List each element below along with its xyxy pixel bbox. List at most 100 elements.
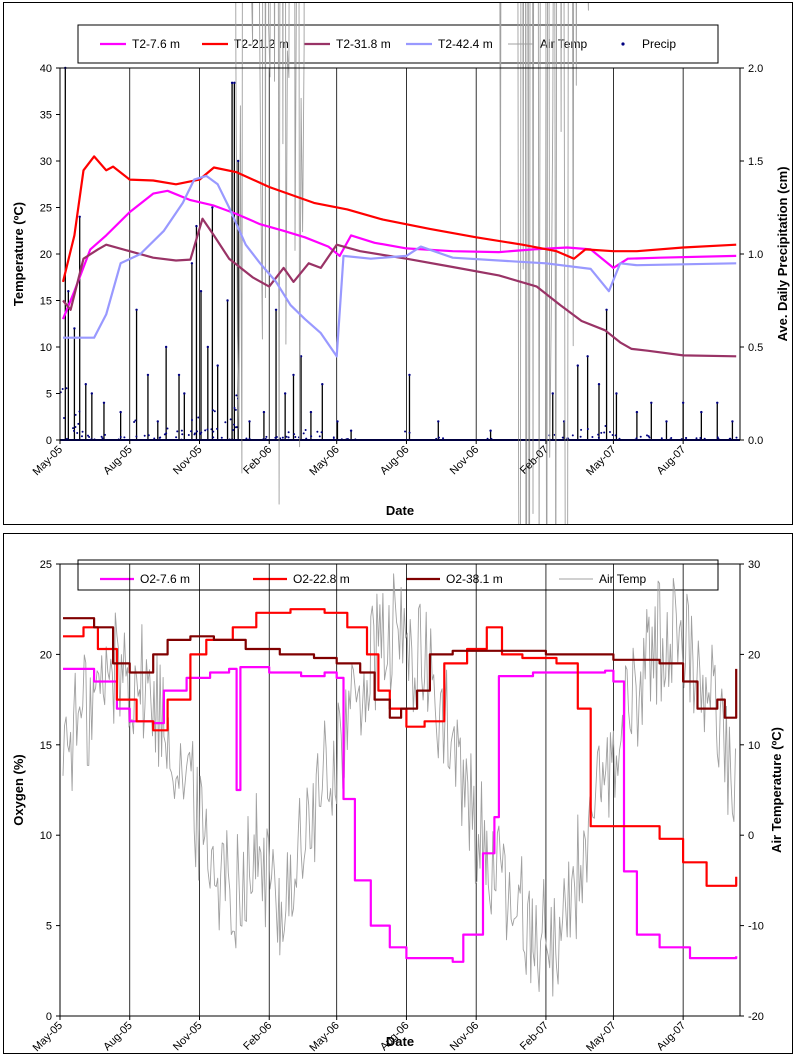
x-tick-label: Aug-07 bbox=[655, 444, 689, 478]
temperature-chart-panel: T2-7.6 m T2-21.2 m T2-31.8 m T2-42.4 m Air T… bbox=[3, 2, 793, 525]
precip-point bbox=[660, 437, 663, 440]
precip-point bbox=[156, 420, 159, 423]
x-tick-label: Aug-06 bbox=[378, 444, 412, 478]
precip-point bbox=[262, 410, 266, 414]
series-line-o2-38-1-m bbox=[63, 617, 738, 719]
y-tick-label: 40 bbox=[40, 63, 52, 75]
precip-point bbox=[489, 429, 492, 432]
precip-point bbox=[204, 429, 207, 432]
x-tick-label: Feb-07 bbox=[518, 1020, 551, 1053]
temperature-chart: T2-7.6 m T2-21.2 m T2-31.8 m T2-42.4 m Air T… bbox=[11, 3, 790, 524]
precip-point bbox=[88, 436, 91, 439]
precip-point bbox=[551, 392, 554, 395]
precip-point bbox=[61, 388, 64, 391]
precip-point bbox=[236, 159, 240, 163]
y-tick-label: 10 bbox=[40, 342, 52, 354]
x-tick-label: Aug-07 bbox=[655, 1020, 689, 1053]
precip-point bbox=[143, 434, 146, 437]
precip-point bbox=[321, 383, 324, 386]
legend-box bbox=[77, 559, 719, 591]
legend: T2-7.6 m T2-21.2 m T2-31.8 m T2-42.4 m Air T… bbox=[100, 37, 676, 51]
precip-point bbox=[67, 290, 70, 293]
y-tick-label: 20 bbox=[40, 249, 52, 261]
precip-point bbox=[230, 81, 234, 85]
precip-point bbox=[442, 437, 445, 440]
precip-point bbox=[77, 422, 80, 425]
precip-point bbox=[292, 373, 295, 377]
series-line-t2-42-4-m bbox=[63, 174, 737, 358]
precip-point bbox=[134, 419, 137, 422]
precip-point bbox=[86, 434, 89, 437]
series-group bbox=[59, 3, 740, 524]
precip-point bbox=[645, 434, 648, 437]
precip-point bbox=[147, 434, 150, 437]
precip-point bbox=[586, 428, 589, 431]
precip-point bbox=[695, 437, 698, 440]
y-tick-label: 0 bbox=[46, 1011, 52, 1023]
y-axis-title: Temperature (ºC) bbox=[11, 202, 26, 306]
precip-point bbox=[81, 430, 84, 433]
x-tick-label: May-06 bbox=[307, 1020, 341, 1053]
precip-point bbox=[213, 410, 216, 413]
precip-point bbox=[233, 423, 236, 426]
precip-point bbox=[731, 420, 734, 423]
precip-point bbox=[176, 430, 179, 433]
precip-point bbox=[265, 435, 268, 438]
precip-point bbox=[159, 436, 162, 439]
precip-point bbox=[187, 434, 190, 437]
precip-point bbox=[224, 421, 227, 424]
precip-point bbox=[216, 364, 219, 367]
precip-point bbox=[635, 410, 639, 414]
x-tick-label: May-05 bbox=[31, 1020, 65, 1053]
y2-tick-label: 0 bbox=[748, 830, 754, 842]
precip-point bbox=[199, 290, 203, 293]
precip-point bbox=[212, 436, 215, 439]
precip-point bbox=[716, 436, 719, 439]
precip-point bbox=[597, 433, 600, 436]
precip-point bbox=[281, 436, 284, 439]
precip-point bbox=[216, 427, 219, 430]
y-tick-label: 30 bbox=[40, 156, 52, 168]
x-tick-label: Aug-05 bbox=[101, 1020, 135, 1053]
precip-point bbox=[232, 429, 235, 432]
precip-point bbox=[104, 433, 107, 436]
y-tick-label: 15 bbox=[40, 740, 52, 752]
legend-item-o2-7-6-m: O2-7.6 m bbox=[100, 572, 190, 586]
precip-point bbox=[287, 436, 290, 439]
precip-point bbox=[635, 437, 638, 440]
series-line-t2-7-6-m bbox=[61, 189, 737, 320]
precip-point bbox=[316, 430, 319, 433]
precip-point bbox=[309, 410, 313, 414]
precip-point bbox=[235, 426, 238, 429]
y-tick-label: 0 bbox=[46, 435, 52, 447]
axes: May-05 Aug-05 Nov-05 Feb-06 May-06 Aug-06 Nov-… bbox=[31, 559, 764, 1053]
precip-point bbox=[229, 418, 232, 421]
legend-label: T2-31.8 m bbox=[336, 37, 391, 51]
precip-point bbox=[670, 437, 673, 440]
precip-point bbox=[293, 433, 296, 436]
precip-point bbox=[102, 401, 106, 404]
series-line-t2-31-8-m bbox=[62, 217, 737, 358]
precip-point bbox=[299, 355, 303, 358]
y2-tick-label: 0.0 bbox=[748, 435, 763, 447]
y2-tick-label: 10 bbox=[748, 740, 760, 752]
precip-point bbox=[190, 430, 193, 433]
precip-point bbox=[235, 394, 238, 397]
series-line-t2-21-2-m bbox=[61, 155, 737, 283]
precip-point bbox=[76, 432, 79, 435]
precip-point bbox=[220, 436, 223, 439]
precip-point bbox=[206, 345, 210, 349]
precip-point bbox=[193, 432, 196, 435]
precip-point bbox=[285, 435, 288, 438]
oxygen-chart-panel: O2-7.6 m O2-22.8 m O2-38.1 m Air Temp May-0… bbox=[3, 533, 793, 1054]
precip-point bbox=[175, 436, 178, 439]
legend-swatch bbox=[621, 42, 625, 46]
precip-point bbox=[735, 436, 738, 439]
grid bbox=[129, 564, 684, 1016]
legend-item-precip: Precip bbox=[621, 37, 676, 51]
precip-point bbox=[190, 262, 194, 265]
y-tick-label: 15 bbox=[40, 296, 52, 308]
precip-point bbox=[226, 299, 229, 302]
precip-point bbox=[74, 413, 77, 416]
precip-point bbox=[580, 428, 583, 431]
